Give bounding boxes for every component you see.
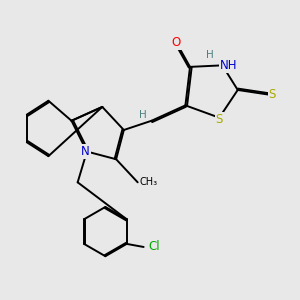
Text: CH₃: CH₃ [140,177,158,187]
Text: S: S [216,113,223,126]
Text: S: S [268,88,276,101]
Text: N: N [81,145,90,158]
Text: Cl: Cl [148,241,160,254]
Text: NH: NH [220,59,237,72]
Text: O: O [172,36,181,49]
Text: H: H [206,50,213,60]
Text: H: H [139,110,147,120]
